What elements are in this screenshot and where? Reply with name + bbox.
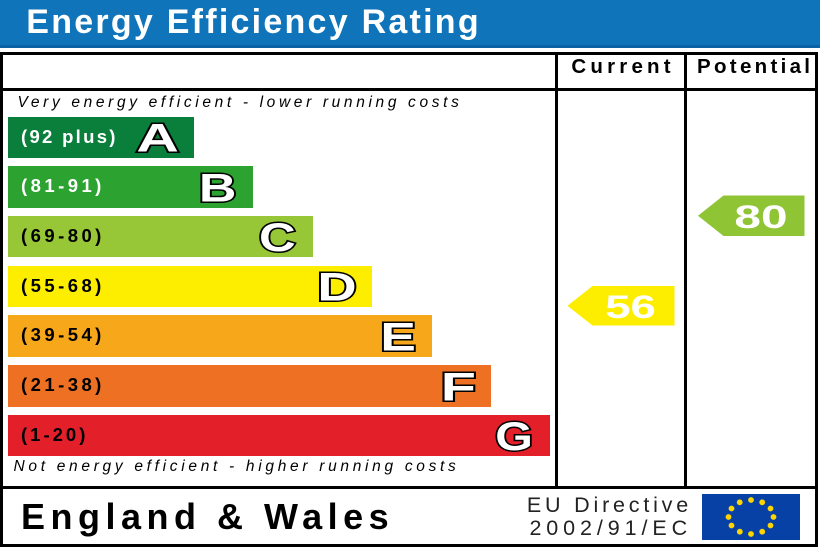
svg-text:D: D bbox=[317, 266, 356, 310]
svg-text:G: G bbox=[495, 415, 533, 459]
svg-text:E: E bbox=[380, 314, 415, 359]
svg-text:56: 56 bbox=[605, 289, 656, 325]
svg-text:C: C bbox=[259, 215, 296, 260]
svg-text:F: F bbox=[441, 364, 476, 409]
svg-text:B: B bbox=[199, 165, 237, 210]
svg-text:80: 80 bbox=[734, 199, 787, 236]
svg-text:A: A bbox=[136, 115, 178, 160]
